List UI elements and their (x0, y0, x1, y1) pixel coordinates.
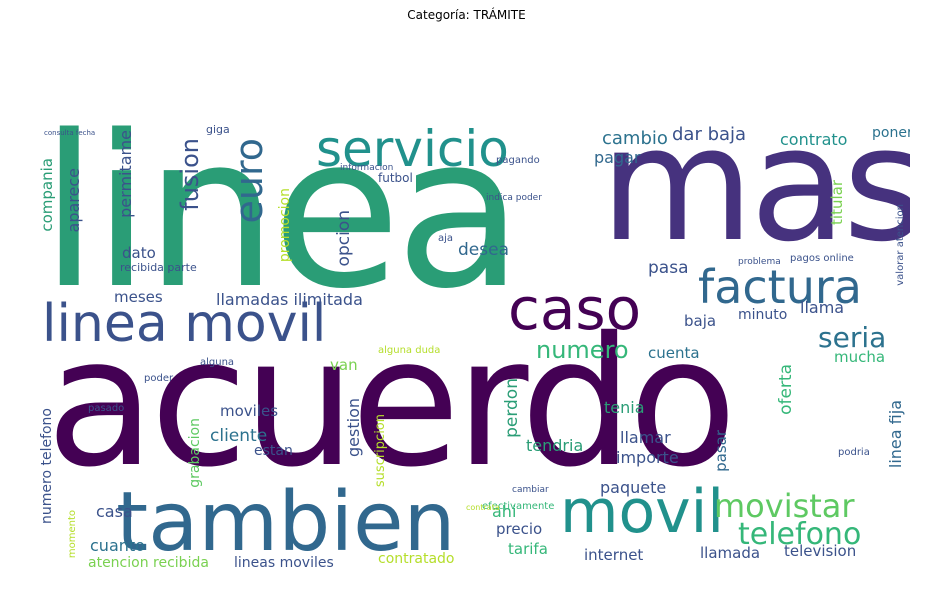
word: alguna (200, 357, 235, 368)
word: tambien (116, 475, 456, 570)
word: efectivamente (482, 501, 555, 512)
word: suscripcion (373, 414, 388, 488)
word: llamada (700, 544, 761, 562)
word: gestion (344, 398, 363, 457)
word: paquete (600, 478, 667, 497)
word: movil (560, 477, 725, 547)
word: giga (206, 123, 230, 136)
word: baja (684, 312, 717, 330)
word: minuto (738, 307, 788, 323)
word: telefono (738, 517, 862, 552)
word: servicio (316, 120, 509, 178)
word: movistar (714, 487, 855, 525)
word: precio (496, 520, 543, 538)
word: alguna duda (378, 345, 441, 356)
word: titular (828, 180, 846, 225)
word: tarifa (508, 540, 548, 558)
word: pagos online (790, 253, 854, 264)
word: pasar (712, 430, 730, 472)
word: llamadas ilimitada (216, 290, 363, 309)
word: valorar atencion (895, 204, 906, 286)
word: aparece (64, 168, 83, 233)
word: importe (616, 448, 679, 467)
word: llama (800, 298, 845, 317)
word: mas (600, 118, 910, 277)
word: pagar (594, 148, 641, 167)
word: linea (40, 118, 524, 335)
word: opcion (334, 210, 354, 267)
word: lineas moviles (234, 555, 334, 571)
word: recibida parte (120, 261, 197, 274)
word: estan (254, 443, 293, 459)
word: pasa (648, 258, 689, 278)
word: consulta fecha (44, 129, 96, 137)
word: momento (67, 510, 78, 559)
word: tendria (526, 436, 584, 455)
word: television (784, 542, 857, 560)
word: fusion (176, 138, 204, 211)
word: informacion (340, 163, 394, 173)
word: compania (38, 158, 56, 232)
word: grabacion (187, 418, 203, 488)
word: seria (818, 321, 887, 354)
word: ahi (492, 502, 517, 521)
word: cuanto (90, 536, 145, 555)
word: internet (584, 546, 644, 564)
word: permitame (116, 130, 135, 218)
word: cambio (602, 128, 668, 149)
word: atencion recibida (88, 555, 209, 571)
word: problema (738, 257, 781, 267)
word: meses (114, 288, 163, 306)
word: mucha (834, 348, 886, 366)
word: caso (508, 275, 642, 343)
word: promocion (277, 188, 293, 263)
word: dato (122, 244, 156, 262)
word: contrata (466, 503, 500, 512)
word: casa (96, 502, 133, 521)
word: numero (536, 336, 629, 364)
word: indica poder (486, 193, 542, 203)
chart-title: Categoría: TRÁMITE (407, 8, 526, 22)
word: perdon (502, 378, 522, 438)
word: euro (227, 138, 271, 224)
word: poner (872, 125, 910, 141)
word: oferta (776, 364, 796, 415)
word-cloud: linea mas acuerdo tambien movil servicio… (38, 118, 910, 580)
word: cliente (210, 426, 268, 446)
word: contrato (780, 130, 848, 149)
word: dar baja (672, 124, 747, 145)
word: van (330, 356, 358, 374)
word: acuerdo (46, 299, 737, 506)
word: llamar (620, 428, 671, 447)
word: factura (698, 260, 862, 314)
word: tenia (604, 398, 645, 417)
word: linea movil (42, 294, 327, 354)
word: pagando (496, 155, 540, 166)
word: moviles (220, 402, 279, 420)
word: cambiar (512, 485, 549, 495)
word: linea fija (886, 400, 905, 469)
word: desea (458, 240, 509, 260)
word: aja (438, 233, 454, 244)
word: pasado (88, 403, 125, 414)
word: futbol (378, 171, 413, 185)
word: cuenta (648, 344, 700, 362)
word: numero telefono (39, 408, 55, 524)
word: contratado (378, 551, 455, 567)
word: poder (144, 373, 174, 384)
word: podria (838, 447, 870, 458)
